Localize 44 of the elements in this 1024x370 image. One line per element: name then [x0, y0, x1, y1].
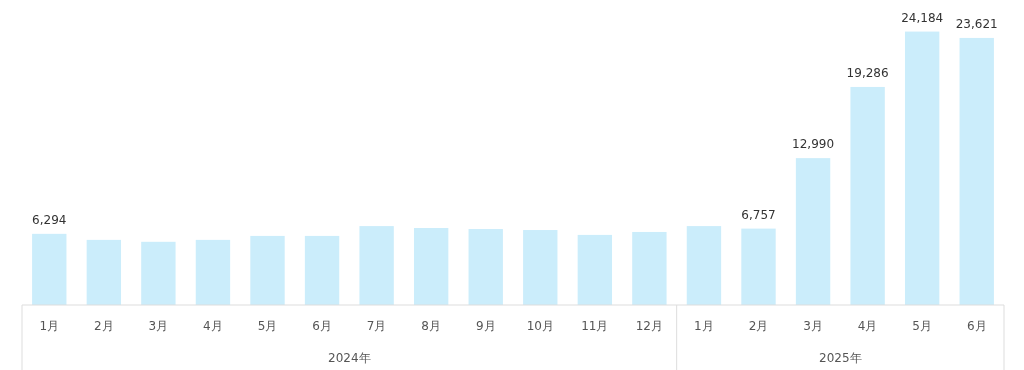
data-label: 6,757: [741, 207, 776, 222]
x-tick-label: 5月: [257, 319, 278, 333]
data-label: 12,990: [792, 137, 835, 152]
text: 2025年: [819, 351, 862, 365]
x-tick-label: 12月: [635, 319, 664, 333]
text: 2024年: [328, 351, 371, 365]
data-label: 23,621: [955, 16, 998, 31]
x-tick-label: 6月: [966, 319, 987, 333]
x-tick-label: 4月: [857, 319, 878, 333]
bar: [468, 229, 503, 305]
x-tick-label: 9月: [475, 319, 496, 333]
data-label: 24,184: [901, 10, 944, 25]
bar: [195, 239, 231, 305]
bar: [413, 228, 449, 305]
x-tick-label: 3月: [148, 319, 169, 333]
bar: [850, 86, 885, 305]
bar: [304, 235, 340, 305]
x-tick-label: 8月: [421, 319, 441, 333]
bar: [250, 235, 285, 305]
x-tick-label: 10月: [526, 319, 554, 333]
bar: [904, 31, 940, 305]
bar: [632, 231, 667, 305]
bar: [86, 239, 122, 305]
x-tick-label: 2月: [94, 319, 114, 333]
data-label: 6,294: [32, 212, 67, 227]
bar: [359, 226, 394, 305]
data-label: 19,286: [846, 65, 889, 80]
bar: [577, 234, 613, 305]
bar: [141, 241, 176, 305]
x-tick-label: 5月: [912, 319, 932, 333]
x-tick-label: 4月: [203, 319, 223, 333]
x-tick-label: 11月: [581, 319, 609, 333]
bar: [741, 228, 776, 305]
x-tick-label: 1月: [39, 319, 60, 333]
bar: [523, 230, 558, 305]
bar: [795, 158, 831, 305]
x-tick-label: 7月: [366, 319, 387, 333]
x-tick-label: 6月: [312, 319, 332, 333]
bar: [32, 233, 67, 305]
x-tick-label: 2月: [748, 319, 769, 333]
bar: [686, 226, 722, 305]
x-tick-label: 3月: [803, 319, 823, 333]
bar: [959, 37, 994, 305]
x-tick-label: 1月: [694, 319, 714, 333]
